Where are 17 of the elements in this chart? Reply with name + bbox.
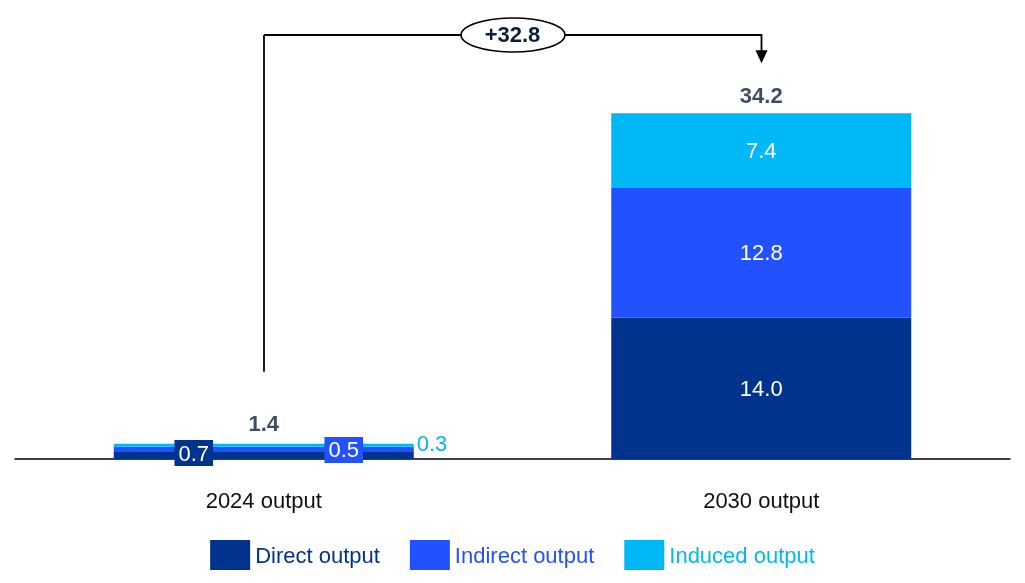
data-label: 0.5 [328, 437, 360, 463]
data-label: 7.4 [745, 138, 777, 164]
data-label: 14.0 [739, 375, 783, 401]
data-label: 12.8 [739, 240, 783, 266]
bar [611, 113, 912, 189]
total-label: 1.4 [248, 411, 280, 437]
data-label: 0.3 [416, 430, 448, 456]
legend-label: Direct output [255, 542, 380, 568]
legend-label: Indirect output [454, 542, 595, 568]
x-tick-label: 2030 output [703, 487, 820, 513]
bar [611, 188, 912, 318]
bar [611, 317, 912, 459]
total-label: 34.2 [739, 82, 783, 108]
text: +32.8 [483, 22, 542, 48]
x-tick-label: 2024 output [205, 487, 322, 513]
legend-label: Induced output [669, 542, 815, 568]
data-label: 0.7 [178, 440, 210, 466]
